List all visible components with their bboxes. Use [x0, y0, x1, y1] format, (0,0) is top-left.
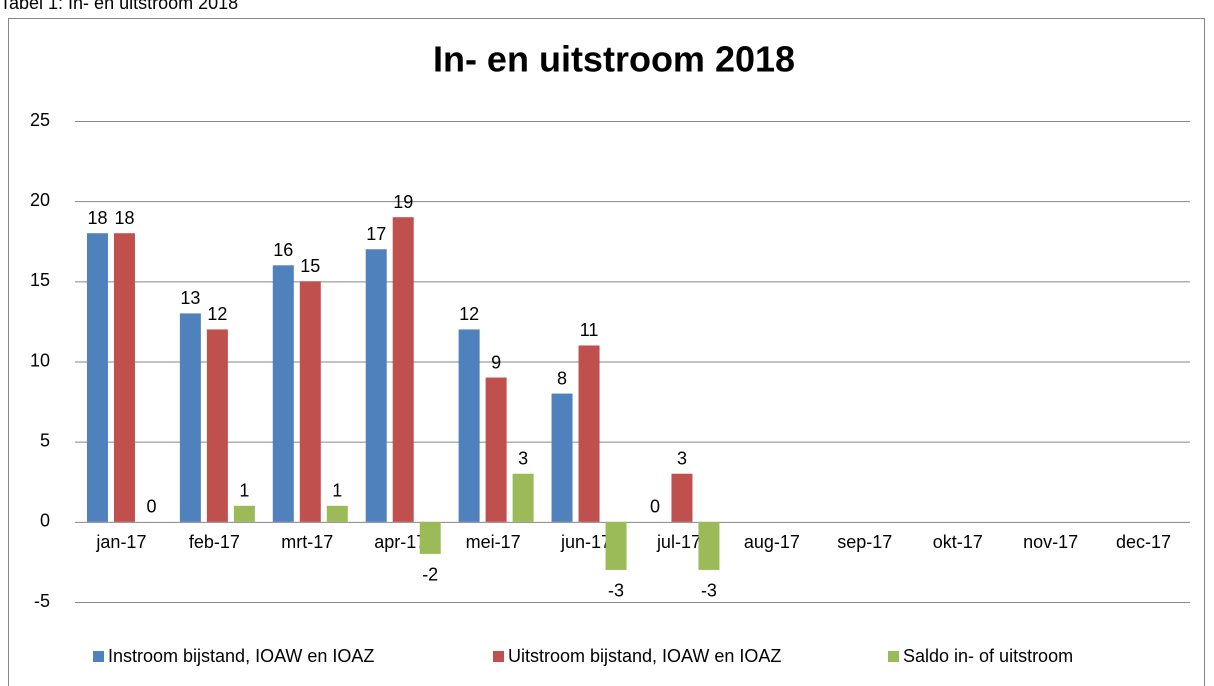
- x-tick-label: mrt-17: [281, 532, 333, 552]
- bar: [179, 313, 201, 522]
- legend-swatch: [493, 651, 504, 662]
- bar: [485, 377, 507, 522]
- y-tick-label: 25: [30, 110, 50, 130]
- bar: [392, 217, 414, 522]
- x-tick-label: jun-17: [560, 532, 611, 552]
- data-label: 12: [207, 304, 227, 324]
- bar: [698, 521, 720, 570]
- data-label: 15: [300, 256, 320, 276]
- bar: [86, 233, 108, 522]
- data-label: 3: [518, 448, 528, 468]
- data-label: 9: [491, 352, 501, 372]
- bar: [551, 393, 573, 522]
- data-label: 19: [393, 192, 413, 212]
- data-label: 1: [332, 481, 342, 501]
- y-tick-label: 10: [30, 350, 50, 370]
- data-label: 1: [239, 481, 249, 501]
- caption: Tabel 1: In- en uitstroom 2018: [0, 0, 238, 13]
- legend-swatch: [888, 651, 899, 662]
- data-label: 12: [459, 304, 479, 324]
- data-label: 3: [677, 448, 687, 468]
- y-tick-label: 20: [30, 190, 50, 210]
- legend-label: Instroom bijstand, IOAW en IOAZ: [108, 646, 374, 666]
- bar: [578, 345, 600, 522]
- data-label: 18: [87, 208, 107, 228]
- x-tick-label: jan-17: [95, 532, 146, 552]
- x-tick-label: aug-17: [744, 532, 800, 552]
- data-label: 13: [180, 288, 200, 308]
- data-label: 0: [650, 497, 660, 517]
- bar: [206, 329, 228, 522]
- y-tick-label: 15: [30, 270, 50, 290]
- x-tick-label: okt-17: [933, 532, 983, 552]
- legend-swatch: [93, 651, 104, 662]
- x-tick-label: mei-17: [466, 532, 521, 552]
- data-label: -2: [422, 565, 438, 585]
- bar: [326, 505, 348, 522]
- data-label: 8: [557, 368, 567, 388]
- x-tick-label: apr-17: [374, 532, 426, 552]
- data-label: -3: [701, 581, 717, 601]
- bar: [299, 281, 321, 522]
- y-tick-label: -5: [34, 591, 50, 611]
- data-label: -3: [608, 581, 624, 601]
- bar: [671, 473, 693, 522]
- bar: [458, 329, 480, 522]
- chart-title: In- en uitstroom 2018: [433, 39, 795, 80]
- bar: [605, 521, 627, 570]
- x-tick-label: feb-17: [189, 532, 240, 552]
- bar: [233, 505, 255, 522]
- bar: [272, 265, 294, 522]
- x-tick-label: dec-17: [1116, 532, 1171, 552]
- data-label: 16: [273, 240, 293, 260]
- data-label: 11: [580, 320, 599, 340]
- x-tick-label: nov-17: [1023, 532, 1078, 552]
- legend-label: Saldo in- of uitstroom: [903, 646, 1073, 666]
- data-label: 18: [114, 208, 134, 228]
- y-tick-label: 5: [40, 430, 50, 450]
- data-label: 0: [146, 497, 156, 517]
- data-label: 17: [366, 224, 386, 244]
- bar: [113, 233, 135, 522]
- y-tick-label: 0: [40, 511, 50, 531]
- bar: [512, 473, 534, 522]
- bar: [365, 249, 387, 522]
- x-tick-label: jul-17: [656, 532, 701, 552]
- x-tick-label: sep-17: [837, 532, 892, 552]
- bar: [419, 521, 441, 554]
- legend-label: Uitstroom bijstand, IOAW en IOAZ: [508, 646, 781, 666]
